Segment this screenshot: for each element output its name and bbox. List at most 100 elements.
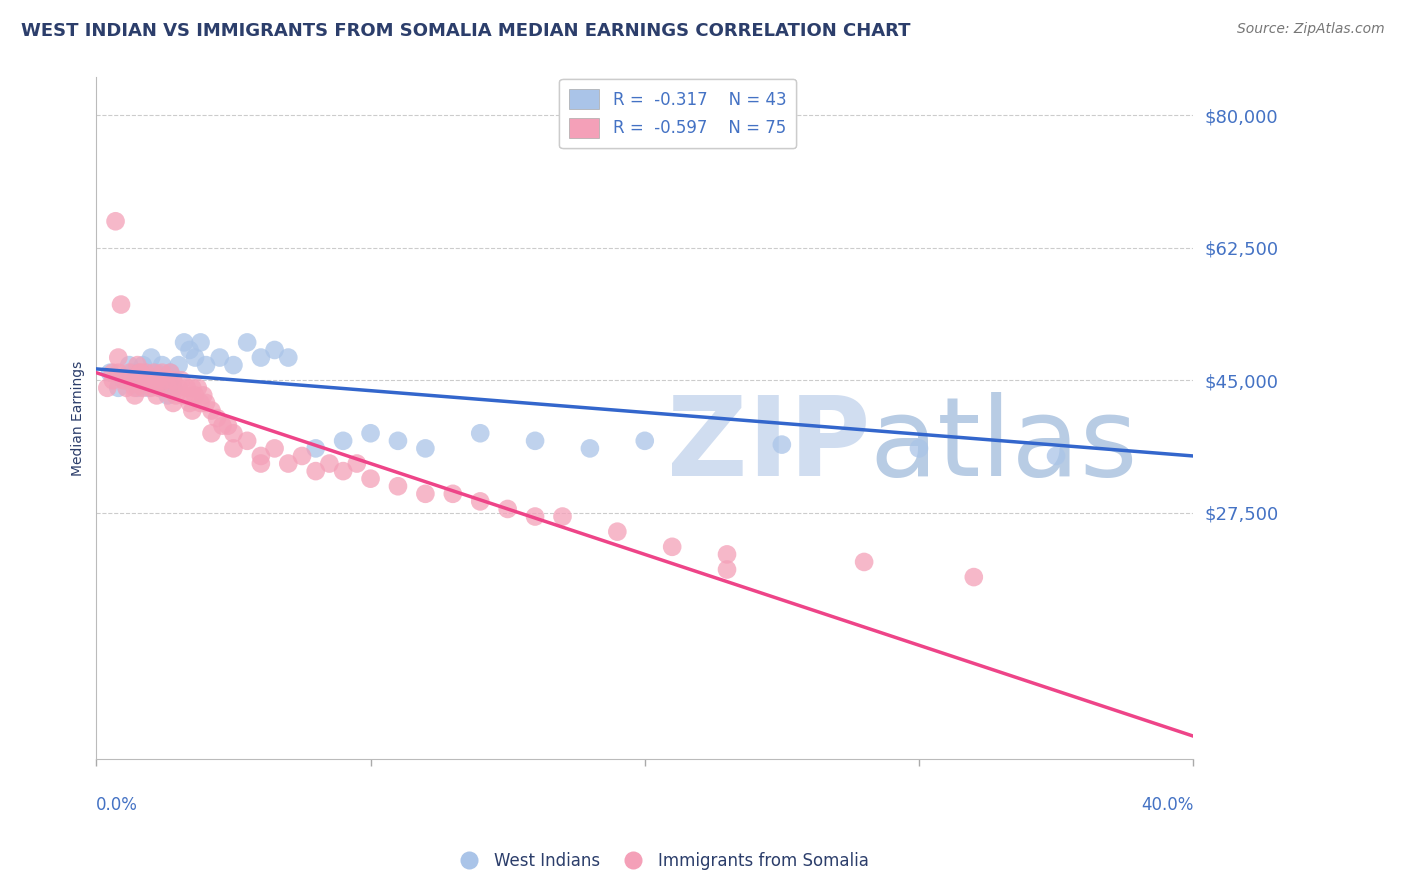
Point xyxy=(135,366,157,380)
Point xyxy=(127,358,149,372)
Point xyxy=(132,381,155,395)
Point xyxy=(222,442,245,456)
Point xyxy=(387,434,409,448)
Point xyxy=(127,381,149,395)
Point xyxy=(346,457,368,471)
Point xyxy=(661,540,683,554)
Point xyxy=(170,373,193,387)
Point xyxy=(470,426,492,441)
Point xyxy=(770,437,793,451)
Point xyxy=(110,297,132,311)
Point xyxy=(205,411,228,425)
Point xyxy=(107,381,129,395)
Point xyxy=(150,358,173,372)
Point xyxy=(176,381,198,395)
Point xyxy=(153,373,176,387)
Legend: West Indians, Immigrants from Somalia: West Indians, Immigrants from Somalia xyxy=(446,846,876,877)
Point xyxy=(118,358,141,372)
Point xyxy=(124,388,146,402)
Point xyxy=(129,373,152,387)
Point xyxy=(277,351,299,365)
Point xyxy=(332,434,354,448)
Point xyxy=(211,418,233,433)
Point xyxy=(318,457,340,471)
Point xyxy=(129,366,152,380)
Point xyxy=(98,366,121,380)
Point xyxy=(236,434,259,448)
Point xyxy=(217,418,239,433)
Text: ZIP: ZIP xyxy=(666,392,870,499)
Point xyxy=(142,373,165,387)
Point xyxy=(121,366,143,380)
Point xyxy=(124,381,146,395)
Point xyxy=(195,396,218,410)
Point xyxy=(179,396,201,410)
Point xyxy=(200,403,222,417)
Point xyxy=(263,442,285,456)
Point xyxy=(159,366,181,380)
Point xyxy=(415,442,437,456)
Point xyxy=(118,366,141,380)
Point xyxy=(305,442,328,456)
Point xyxy=(222,358,245,372)
Point xyxy=(184,388,207,402)
Point xyxy=(853,555,876,569)
Point xyxy=(181,381,204,395)
Point xyxy=(165,388,187,402)
Point xyxy=(195,358,218,372)
Point xyxy=(208,351,231,365)
Point xyxy=(141,351,163,365)
Point xyxy=(277,457,299,471)
Point xyxy=(716,548,738,562)
Y-axis label: Median Earnings: Median Earnings xyxy=(72,360,86,475)
Point xyxy=(129,366,152,380)
Point xyxy=(148,381,170,395)
Point xyxy=(200,426,222,441)
Point xyxy=(187,381,209,395)
Point xyxy=(101,373,124,387)
Point xyxy=(104,214,127,228)
Point xyxy=(107,351,129,365)
Point xyxy=(250,449,273,463)
Text: 0.0%: 0.0% xyxy=(97,797,138,814)
Point xyxy=(96,381,118,395)
Point xyxy=(173,335,195,350)
Point xyxy=(263,343,285,357)
Point xyxy=(162,381,184,395)
Point xyxy=(112,373,135,387)
Point xyxy=(138,373,160,387)
Point xyxy=(153,373,176,387)
Point xyxy=(360,426,382,441)
Point xyxy=(145,366,167,380)
Point xyxy=(291,449,314,463)
Point xyxy=(250,457,273,471)
Point xyxy=(193,388,215,402)
Point xyxy=(162,396,184,410)
Point xyxy=(190,396,212,410)
Point xyxy=(156,388,179,402)
Point xyxy=(470,494,492,508)
Text: atlas: atlas xyxy=(869,392,1137,499)
Point xyxy=(496,502,519,516)
Point xyxy=(332,464,354,478)
Point xyxy=(115,381,138,395)
Point xyxy=(551,509,574,524)
Point xyxy=(112,373,135,387)
Point xyxy=(415,487,437,501)
Point xyxy=(150,366,173,380)
Point xyxy=(1045,449,1067,463)
Point xyxy=(167,381,190,395)
Point xyxy=(441,487,464,501)
Text: Source: ZipAtlas.com: Source: ZipAtlas.com xyxy=(1237,22,1385,37)
Point xyxy=(305,464,328,478)
Point xyxy=(101,366,124,380)
Text: 40.0%: 40.0% xyxy=(1140,797,1194,814)
Point xyxy=(250,351,273,365)
Point xyxy=(222,426,245,441)
Point xyxy=(634,434,657,448)
Point xyxy=(159,366,181,380)
Point xyxy=(387,479,409,493)
Point xyxy=(173,388,195,402)
Point xyxy=(963,570,986,584)
Point xyxy=(107,366,129,380)
